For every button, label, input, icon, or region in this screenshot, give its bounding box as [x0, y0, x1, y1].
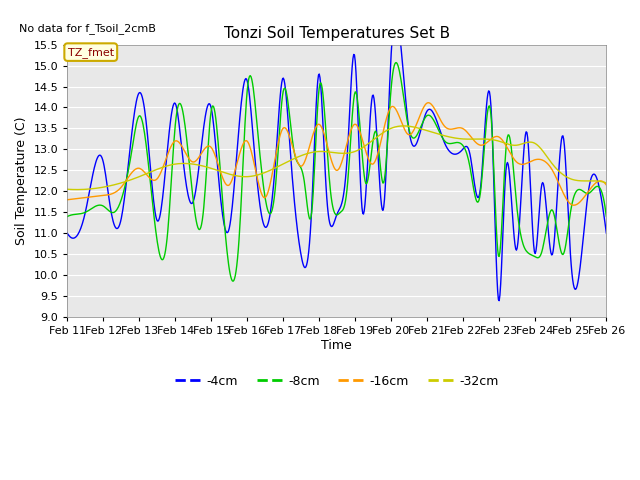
Legend: -4cm, -8cm, -16cm, -32cm: -4cm, -8cm, -16cm, -32cm	[170, 370, 504, 393]
Text: TZ_fmet: TZ_fmet	[68, 47, 114, 58]
Title: Tonzi Soil Temperatures Set B: Tonzi Soil Temperatures Set B	[224, 25, 450, 41]
X-axis label: Time: Time	[321, 339, 352, 352]
Y-axis label: Soil Temperature (C): Soil Temperature (C)	[15, 117, 28, 245]
Text: No data for f_Tsoil_2cmB: No data for f_Tsoil_2cmB	[19, 23, 156, 34]
